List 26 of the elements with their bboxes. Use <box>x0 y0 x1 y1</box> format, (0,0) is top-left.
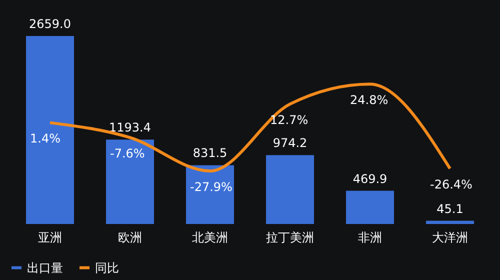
x-tick-label: 北美洲 <box>192 230 228 244</box>
bar <box>426 220 474 224</box>
x-tick-label: 亚洲 <box>38 230 62 244</box>
x-tick-label: 大洋洲 <box>432 230 468 244</box>
data-label: 45.1 <box>436 202 464 216</box>
data-label: -7.6% <box>110 146 145 161</box>
legend-label: 出口量 <box>27 260 63 275</box>
data-label: 831.5 <box>192 146 228 160</box>
data-label: 12.7% <box>270 113 308 128</box>
x-tick-label: 非洲 <box>358 230 382 244</box>
x-tick-label: 欧洲 <box>118 230 142 244</box>
data-label: 2659.0 <box>29 16 71 31</box>
bar <box>186 165 234 224</box>
data-label: 974.2 <box>272 136 308 150</box>
bar <box>346 190 394 224</box>
bar <box>266 155 314 224</box>
data-label: 1193.4 <box>109 120 151 135</box>
bar <box>106 140 154 224</box>
legend-label: 同比 <box>95 260 119 275</box>
data-label: 24.8% <box>350 93 388 108</box>
bar <box>26 36 74 224</box>
x-tick-label: 拉丁美洲 <box>266 230 314 244</box>
data-label: -27.9% <box>190 180 232 194</box>
data-label: 469.9 <box>352 172 388 186</box>
data-label: -26.4% <box>430 178 472 192</box>
data-label: 1.4% <box>30 132 60 146</box>
